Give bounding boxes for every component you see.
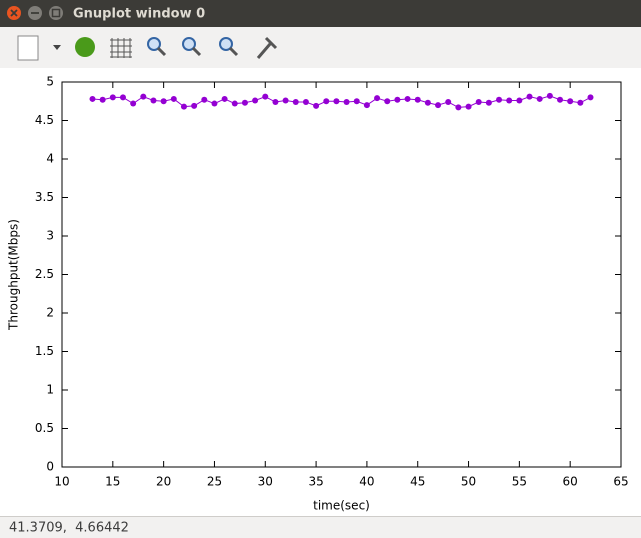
close-icon bbox=[10, 9, 18, 17]
zoom-handle bbox=[156, 46, 167, 57]
x-tick-label: 40 bbox=[359, 475, 374, 489]
data-point bbox=[160, 98, 167, 105]
data-point bbox=[313, 102, 320, 109]
data-point bbox=[89, 95, 96, 102]
x-tick-label: 65 bbox=[613, 475, 628, 489]
data-point bbox=[262, 93, 269, 100]
y-tick-label: 0 bbox=[46, 460, 54, 474]
data-point bbox=[384, 98, 391, 105]
data-point bbox=[201, 96, 208, 103]
data-point bbox=[445, 99, 452, 106]
grid-button[interactable] bbox=[110, 38, 132, 58]
data-point bbox=[587, 94, 594, 101]
data-point bbox=[150, 97, 157, 104]
data-point bbox=[130, 100, 137, 107]
data-point bbox=[302, 99, 309, 106]
data-point bbox=[282, 97, 289, 104]
data-point bbox=[231, 100, 238, 107]
x-tick-label: 10 bbox=[54, 475, 69, 489]
x-tick-label: 60 bbox=[563, 475, 578, 489]
data-point bbox=[475, 99, 482, 106]
data-point bbox=[292, 99, 299, 106]
data-point bbox=[577, 99, 584, 106]
data-point bbox=[516, 97, 523, 104]
data-point bbox=[506, 97, 513, 104]
data-point bbox=[191, 102, 198, 109]
data-point bbox=[323, 98, 330, 105]
zoom-handle bbox=[191, 46, 202, 57]
x-tick-label: 30 bbox=[258, 475, 273, 489]
data-point bbox=[140, 93, 147, 100]
data-point bbox=[455, 104, 462, 111]
data-point bbox=[353, 98, 360, 105]
maximize-button[interactable] bbox=[49, 6, 63, 20]
x-tick-label: 35 bbox=[308, 475, 323, 489]
zoom-prev-button[interactable] bbox=[147, 37, 161, 51]
replot-button[interactable] bbox=[75, 37, 95, 57]
toolbar-icons bbox=[17, 35, 278, 61]
data-point bbox=[221, 95, 228, 102]
data-point bbox=[333, 98, 340, 105]
data-point bbox=[180, 103, 187, 110]
data-point bbox=[394, 96, 401, 103]
zoom-handle bbox=[228, 46, 239, 57]
data-point bbox=[272, 99, 279, 106]
x-tick-label: 20 bbox=[156, 475, 171, 489]
window-title: Gnuplot window 0 bbox=[73, 7, 205, 22]
x-axis-label: time(sec) bbox=[313, 499, 370, 513]
data-point bbox=[465, 103, 472, 110]
y-tick-label: 4.5 bbox=[35, 113, 54, 127]
data-point bbox=[404, 95, 411, 102]
data-point bbox=[414, 96, 421, 103]
y-axis-label: Throughput(Mbps) bbox=[7, 219, 21, 331]
data-point bbox=[424, 99, 431, 106]
title-bar bbox=[0, 0, 641, 27]
data-point bbox=[536, 95, 543, 102]
maximize-icon bbox=[51, 8, 61, 18]
settings-button[interactable] bbox=[256, 36, 278, 59]
x-tick-label: 55 bbox=[512, 475, 527, 489]
data-point bbox=[343, 99, 350, 106]
status-bar bbox=[0, 516, 641, 538]
y-tick-label: 2 bbox=[46, 306, 54, 320]
x-tick-label: 50 bbox=[461, 475, 476, 489]
x-tick-label: 45 bbox=[410, 475, 425, 489]
data-point bbox=[241, 99, 248, 106]
data-point bbox=[557, 96, 564, 103]
export-button[interactable] bbox=[17, 35, 39, 61]
y-tick-label: 3 bbox=[46, 229, 54, 243]
export-menu[interactable] bbox=[53, 45, 61, 50]
data-point bbox=[526, 93, 533, 100]
data-point bbox=[567, 98, 574, 105]
x-tick-label: 25 bbox=[207, 475, 222, 489]
data-point bbox=[485, 99, 492, 106]
data-point bbox=[363, 102, 370, 109]
y-tick-label: 2.5 bbox=[35, 267, 54, 281]
status-text: 41.3709, 4.66442 bbox=[9, 521, 129, 536]
data-point bbox=[546, 92, 553, 99]
data-point bbox=[374, 95, 381, 102]
y-tick-label: 4 bbox=[46, 152, 54, 166]
data-point bbox=[496, 96, 503, 103]
y-tick-label: 3.5 bbox=[35, 190, 54, 204]
zoom-next-button[interactable] bbox=[182, 37, 196, 51]
y-tick-label: 1.5 bbox=[35, 344, 54, 358]
data-point bbox=[170, 95, 177, 102]
data-point bbox=[109, 94, 116, 101]
y-tick-label: 0.5 bbox=[35, 421, 54, 435]
toolbar bbox=[0, 27, 641, 68]
autoscale-button[interactable] bbox=[219, 37, 233, 51]
y-tick-label: 5 bbox=[46, 75, 54, 89]
data-point bbox=[252, 97, 259, 104]
y-tick-label: 1 bbox=[46, 383, 54, 397]
plot-canvas bbox=[0, 68, 641, 516]
data-point bbox=[211, 100, 218, 107]
data-point bbox=[99, 96, 106, 103]
plot: 0 0.5 1 1.5 2 2.5 3 3.5 4 4.5 5 10 15 20 25 30 35 40 45 50 5… bbox=[35, 75, 629, 489]
data-point bbox=[435, 102, 442, 109]
data-point bbox=[119, 94, 126, 101]
x-tick-label: 15 bbox=[105, 475, 120, 489]
